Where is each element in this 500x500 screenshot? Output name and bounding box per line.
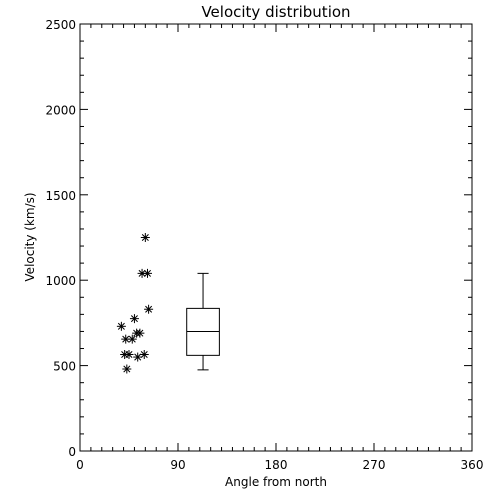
axis-ticks: 0 500 1000 1500 2000 2500 0 90 180 270 360: [45, 18, 483, 472]
data-point: [139, 349, 149, 359]
x-tick-label: 270: [363, 458, 386, 472]
x-tick-label: 180: [265, 458, 288, 472]
scatter-points: [116, 233, 154, 374]
y-tick-label: 1500: [45, 189, 76, 203]
data-point: [144, 304, 154, 314]
y-axis-label: Velocity (km/s): [23, 192, 37, 281]
y-tick-label: 2500: [45, 18, 76, 32]
data-point: [143, 268, 153, 278]
x-tick-label: 90: [170, 458, 185, 472]
chart-title: Velocity distribution: [201, 3, 350, 21]
x-tick-label: 360: [461, 458, 484, 472]
data-point: [140, 233, 150, 242]
data-point: [124, 349, 134, 359]
y-tick-label: 0: [68, 445, 76, 459]
y-tick-label: 2000: [45, 103, 76, 117]
data-point: [116, 321, 126, 331]
data-point: [129, 314, 139, 324]
x-tick-label: 0: [76, 458, 84, 472]
data-point: [133, 352, 143, 362]
data-point: [127, 334, 137, 344]
y-tick-label: 500: [53, 360, 76, 374]
boxplot: [186, 272, 220, 371]
data-point: [135, 328, 145, 338]
data-point: [122, 364, 132, 374]
y-tick-label: 1000: [45, 274, 76, 288]
plot-frame: [79, 23, 473, 452]
x-axis-label: Angle from north: [225, 475, 327, 489]
